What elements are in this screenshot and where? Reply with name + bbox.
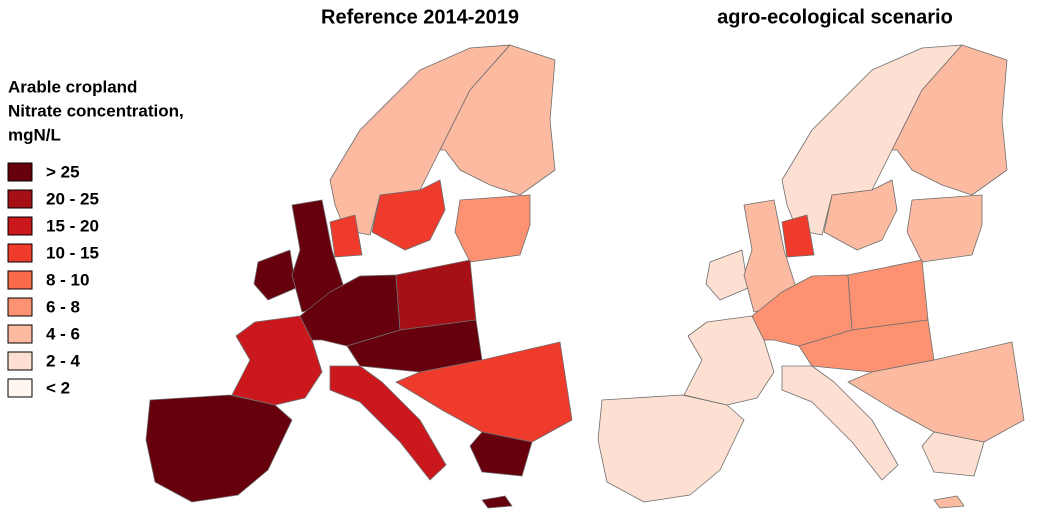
map-title: agro-ecological scenario [717, 6, 953, 28]
region [254, 250, 296, 300]
legend-label: 6 - 8 [46, 297, 80, 316]
region [598, 395, 744, 502]
legend-swatch [8, 271, 32, 289]
legend-swatch [8, 379, 32, 397]
legend-title: Nitrate concentration, [8, 101, 184, 120]
map-title: Reference 2014-2019 [321, 6, 519, 28]
legend-title: Arable cropland [8, 77, 137, 96]
region [706, 250, 748, 300]
legend-label: 8 - 10 [46, 270, 89, 289]
legend-swatch [8, 217, 32, 235]
region [907, 195, 982, 262]
region [482, 496, 512, 508]
legend-label: 4 - 6 [46, 324, 80, 343]
map [146, 45, 572, 508]
legend-label: > 25 [46, 162, 80, 181]
legend-swatch [8, 325, 32, 343]
region [848, 260, 928, 330]
legend-label: 10 - 15 [46, 243, 99, 262]
legend-label: < 2 [46, 378, 70, 397]
legend-swatch [8, 190, 32, 208]
legend-title: mgN/L [8, 125, 61, 144]
legend-label: 2 - 4 [46, 351, 81, 370]
page: Reference 2014-2019 agro-ecological scen… [0, 0, 1057, 514]
legend: Arable cropland Nitrate concentration, mgN… [8, 77, 184, 397]
region [455, 195, 530, 262]
region [396, 260, 476, 330]
legend-swatch [8, 298, 32, 316]
legend-label: 15 - 20 [46, 216, 99, 235]
legend-swatch [8, 163, 32, 181]
legend-swatch [8, 352, 32, 370]
legend-label: 20 - 25 [46, 189, 99, 208]
map [598, 45, 1024, 508]
region [934, 496, 964, 508]
legend-swatch [8, 244, 32, 262]
region [146, 395, 292, 502]
